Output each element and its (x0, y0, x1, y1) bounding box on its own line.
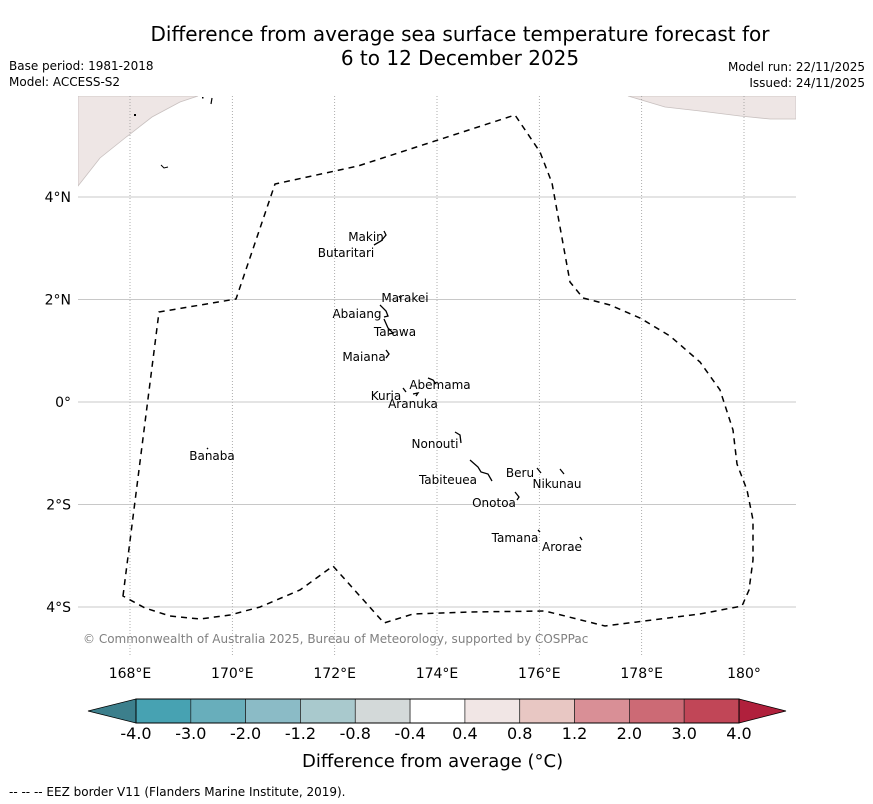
island-outline (385, 349, 390, 359)
island-label: Beru (506, 466, 534, 480)
lon-tick-label: 174°E (416, 666, 459, 682)
island-outline (469, 459, 493, 482)
colorbar-tick-label: 0.4 (452, 724, 478, 743)
lat-tick-label: 2°S (46, 498, 71, 514)
colorbar-segment (683, 698, 740, 724)
colorbar-segment (354, 698, 411, 724)
islet (202, 97, 204, 99)
colorbar-tick-label: 1.2 (561, 724, 588, 743)
island-outline (514, 491, 520, 501)
island-outline (373, 230, 387, 246)
island-label: Nonouti (412, 437, 459, 451)
island-outline (412, 392, 420, 397)
islet (160, 164, 169, 169)
model-run: Model run: 22/11/2025 (727, 60, 865, 74)
base-period: Base period: 1981-2018 (9, 59, 154, 73)
lon-tick-label: 168°E (109, 666, 152, 682)
lat-tick-label: 0° (55, 395, 71, 411)
eez-legend-note: -- -- -- EEZ border V11 (Flanders Marine… (9, 785, 346, 799)
lon-tick-label: 170°E (211, 666, 254, 682)
colorbar-segment (135, 698, 192, 724)
colorbar-segment (574, 698, 630, 724)
island-outline (206, 447, 209, 450)
lat-tick-label: 4°N (45, 190, 71, 206)
island-label: Makin (348, 230, 384, 244)
island-outline (537, 529, 541, 533)
lon-tick-label: 172°E (313, 666, 356, 682)
colorbar-tick-label: -0.4 (394, 724, 426, 743)
island-label: Tabiteuea (418, 473, 477, 487)
colorbar-under-arrow (87, 698, 137, 724)
colorbar-segment (464, 698, 521, 724)
eez-border (122, 114, 754, 627)
island-label: Tamana (491, 531, 539, 545)
lon-tick-label: 178°E (620, 666, 663, 682)
colorbar-tick-label: 3.0 (671, 724, 697, 743)
island-label: Nikunau (532, 477, 581, 491)
colorbar-segment (190, 698, 246, 724)
map-plot-area (78, 96, 796, 656)
colorbar-tick-label: 2.0 (616, 724, 643, 743)
colorbar-over-arrow (738, 698, 787, 724)
islet (134, 114, 136, 116)
copyright-notice: © Commonwealth of Australia 2025, Bureau… (83, 632, 589, 646)
island-outline (379, 304, 389, 318)
island-label: Tarawa (373, 325, 416, 339)
colorbar-tick-label: -2.0 (230, 724, 262, 743)
island-label: Aranuka (388, 397, 438, 411)
colorbar-title: Difference from average (°C) (302, 751, 564, 772)
land-mass-northwest (78, 96, 199, 187)
lat-tick-label: 2°N (45, 293, 71, 309)
islet (210, 97, 213, 105)
land-mass-northeast (627, 96, 796, 120)
island-outline (383, 318, 395, 335)
issued-date: Issued: 24/11/2025 (749, 76, 865, 90)
meta-left: Base period: 1981-2018 Model: ACCESS-S2 (9, 58, 154, 90)
colorbar-tick-label: -1.2 (284, 724, 317, 743)
island-label: Marakei (381, 291, 428, 305)
island-label: Abaiang (332, 307, 381, 321)
lon-tick-label: 180° (727, 666, 761, 682)
island-outline (559, 468, 565, 475)
island-outline (398, 295, 402, 300)
colorbar-segment (629, 698, 685, 724)
colorbar-tick-label: -4.0 (120, 724, 152, 743)
island-label: Onotoa (472, 496, 516, 510)
colorbar-frame (135, 698, 740, 724)
meta-right: Model run: 22/11/2025 Issued: 24/11/2025 (728, 59, 865, 91)
island-label: Abemama (409, 378, 470, 392)
colorbar-tick-label: -3.0 (175, 724, 207, 743)
colorbar-tick-label: 4.0 (726, 724, 752, 743)
colorbar-segment (519, 698, 575, 724)
colorbar-tick-label: -0.8 (339, 724, 371, 743)
island-outline (402, 387, 407, 393)
island-label: Kuria (371, 389, 402, 403)
colorbar-segment (409, 698, 466, 724)
island-outline (427, 377, 437, 385)
colorbar-segment (300, 698, 356, 724)
island-outline (579, 536, 583, 541)
island-label: Banaba (189, 449, 235, 463)
colorbar-segment (245, 698, 301, 724)
lat-tick-label: 4°S (46, 600, 71, 616)
title-line-1: Difference from average sea surface temp… (150, 22, 770, 46)
island-label: Maiana (342, 350, 385, 364)
island-outline (536, 467, 542, 474)
colorbar-tick-label: 0.8 (506, 724, 533, 743)
chart-title: Difference from average sea surface temp… (90, 22, 830, 70)
title-line-2: 6 to 12 December 2025 (340, 46, 580, 70)
island-label: Butaritari (318, 246, 375, 260)
lon-tick-label: 176°E (518, 666, 561, 682)
model-name: Model: ACCESS-S2 (9, 75, 121, 89)
island-label: Arorae (542, 540, 582, 554)
island-outline (454, 431, 462, 444)
